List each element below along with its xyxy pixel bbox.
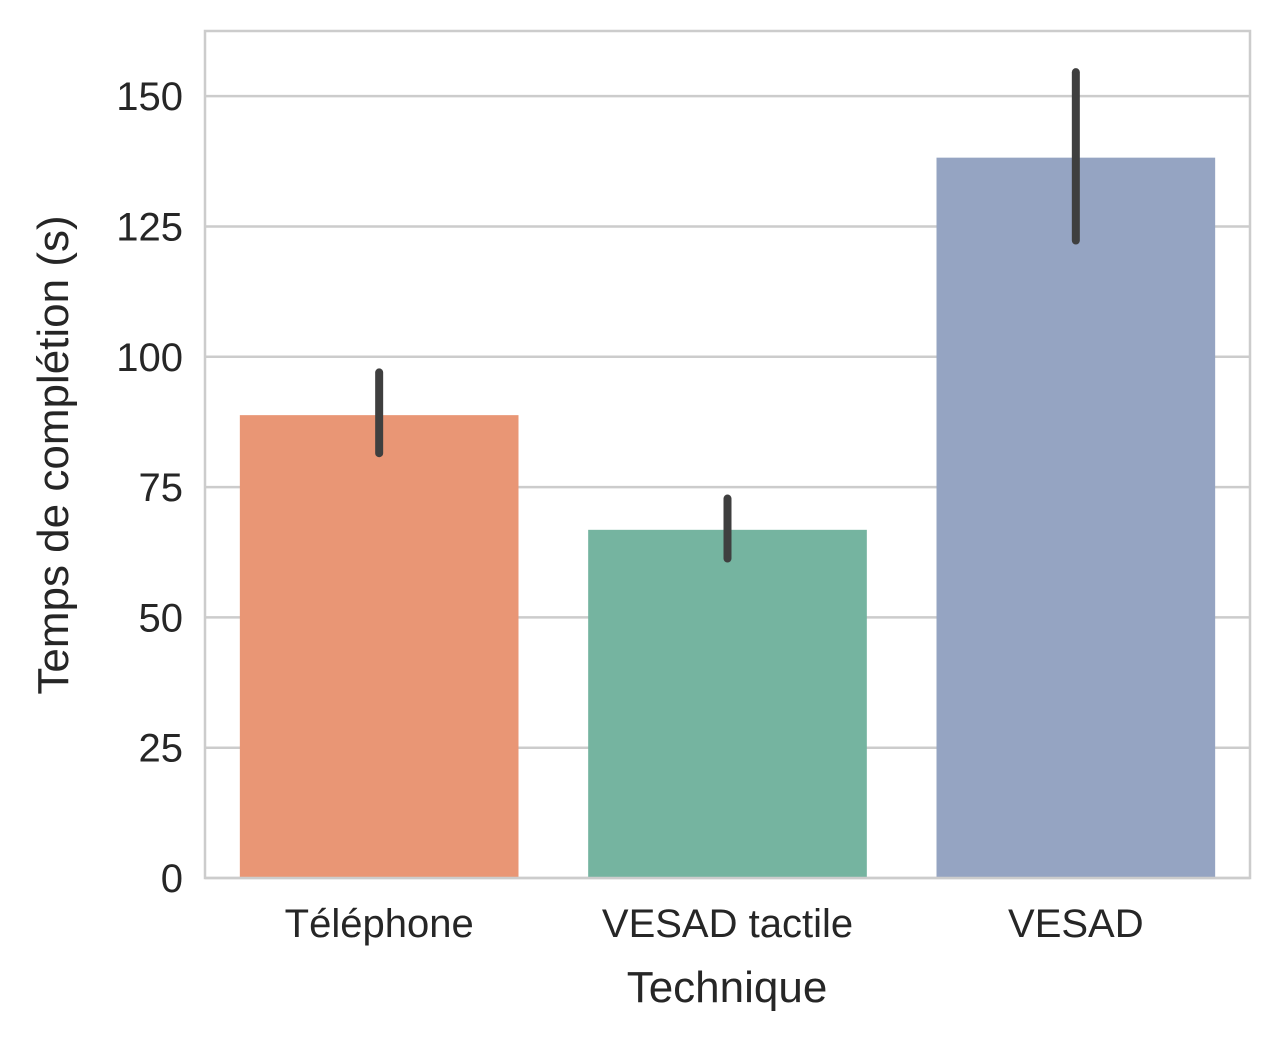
plot-frame (203, 29, 1252, 880)
y-tick-labels: 0 25 50 75 100 125 150 (116, 75, 183, 901)
bar (936, 157, 1216, 879)
y-axis-title: Temps de complétion (s) (29, 215, 78, 694)
x-tick-labels: Téléphone VESAD tactile VESAD (285, 902, 1144, 946)
y-tick-label: 0 (161, 857, 183, 901)
bar (588, 529, 867, 878)
x-axis-title: Technique (627, 963, 828, 1012)
y-tick-label: 125 (116, 205, 183, 249)
y-tick-label: 100 (116, 336, 183, 380)
y-tick-label: 25 (139, 727, 184, 771)
y-tick-label: 150 (116, 75, 183, 119)
y-tick-label: 75 (139, 466, 184, 510)
bar (239, 415, 519, 878)
x-tick-label: Téléphone (285, 902, 474, 946)
y-tick-label: 50 (139, 596, 184, 640)
x-tick-label: VESAD (1008, 902, 1144, 946)
bars (239, 157, 1216, 879)
x-tick-label: VESAD tactile (602, 902, 853, 946)
error-bars (375, 68, 1080, 563)
